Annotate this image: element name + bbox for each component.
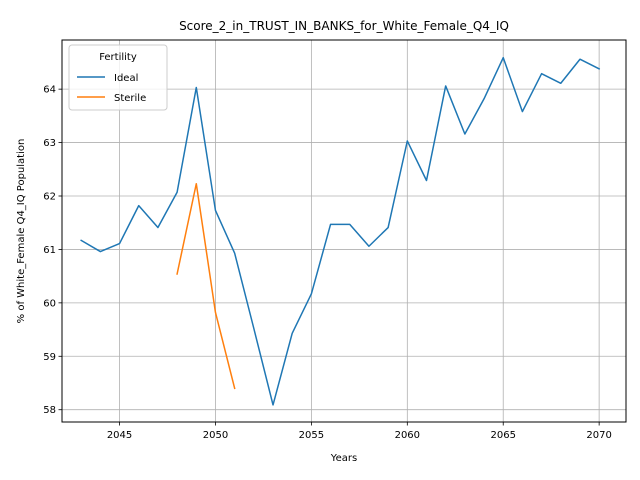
y-tick-label: 60	[43, 298, 56, 309]
series-layer	[80, 56, 601, 406]
y-axis-ticks: 58 59 60 61 62 63 64	[43, 85, 62, 416]
legend: Fertility Ideal Sterile	[68, 44, 168, 111]
y-tick-label: 59	[43, 352, 56, 363]
x-tick-label: 2065	[490, 430, 515, 441]
x-tick-label: 2070	[586, 430, 611, 441]
x-axis-ticks: 2045 2050 2055 2060 2065 2070	[107, 422, 612, 441]
legend-label-ideal: Ideal	[114, 73, 138, 84]
x-tick-label: 2045	[107, 430, 132, 441]
y-tick-label: 62	[43, 192, 56, 203]
chart-title: Score_2_in_TRUST_IN_BANKS_for_White_Fema…	[179, 19, 509, 33]
x-tick-label: 2055	[299, 430, 324, 441]
x-axis-label: Years	[330, 453, 357, 464]
y-tick-label: 63	[43, 138, 56, 149]
y-axis-label: % of White_Female Q4_IQ Population	[16, 139, 27, 324]
series-line-ideal	[80, 56, 601, 406]
plot-frame	[61, 39, 627, 423]
y-tick-label: 58	[43, 405, 56, 416]
x-tick-label: 2050	[203, 430, 228, 441]
legend-title: Fertility	[99, 52, 137, 63]
series-line-sterile	[176, 182, 236, 390]
legend-label-sterile: Sterile	[114, 93, 146, 104]
legend-box	[68, 44, 168, 111]
grid-lines	[62, 40, 626, 422]
x-tick-label: 2060	[395, 430, 420, 441]
y-tick-label: 64	[43, 85, 56, 96]
y-tick-label: 61	[43, 245, 56, 256]
legend-items: Ideal Sterile	[77, 73, 146, 104]
